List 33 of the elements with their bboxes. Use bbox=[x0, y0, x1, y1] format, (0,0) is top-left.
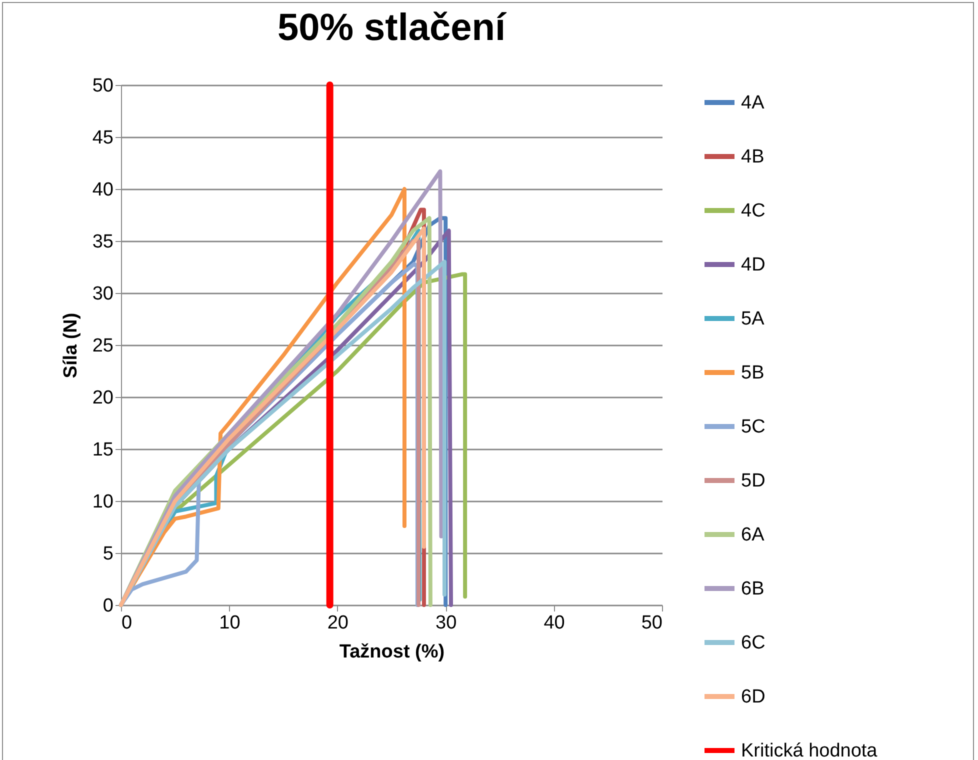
y-tick-label: 0 bbox=[102, 596, 114, 616]
x-tick-label: 10 bbox=[219, 612, 240, 634]
y-tick-label: 30 bbox=[92, 284, 114, 304]
legend-label: Kritická hodnota bbox=[741, 740, 878, 760]
y-tick-label: 45 bbox=[92, 128, 114, 148]
chart-title: 50% stlačení bbox=[277, 7, 507, 49]
legend-label: 6C bbox=[741, 632, 766, 654]
legend-label: 4B bbox=[741, 146, 764, 168]
y-tick-label: 50 bbox=[92, 76, 114, 96]
y-tick-label: 25 bbox=[92, 336, 114, 356]
x-axis-title: Tažnost (%) bbox=[339, 642, 445, 662]
y-axis-title: Síla (N) bbox=[60, 312, 82, 378]
legend-label: 5C bbox=[741, 416, 766, 438]
y-tick-label: 40 bbox=[92, 180, 114, 200]
legend-label: 6D bbox=[741, 686, 766, 708]
legend-label: 4A bbox=[741, 92, 765, 114]
legend-label: 5B bbox=[741, 362, 764, 384]
y-tick-label: 10 bbox=[92, 492, 114, 512]
x-tick-label: 30 bbox=[436, 612, 457, 634]
legend-label: 6B bbox=[741, 578, 764, 600]
legend-label: 5D bbox=[741, 470, 766, 492]
x-tick-label: 40 bbox=[544, 612, 565, 634]
y-tick-label: 5 bbox=[102, 544, 114, 564]
y-tick-label: 15 bbox=[92, 440, 114, 460]
x-tick-label: 20 bbox=[327, 612, 348, 634]
legend-label: 6A bbox=[741, 524, 765, 546]
legend-label: 5A bbox=[741, 308, 765, 330]
legend-label: 4D bbox=[741, 254, 766, 276]
y-tick-label: 20 bbox=[92, 388, 114, 408]
x-tick-label: 50 bbox=[641, 612, 662, 634]
x-tick-label: 0 bbox=[122, 612, 132, 634]
legend-label: 4C bbox=[741, 200, 766, 222]
y-tick-label: 35 bbox=[92, 232, 114, 252]
